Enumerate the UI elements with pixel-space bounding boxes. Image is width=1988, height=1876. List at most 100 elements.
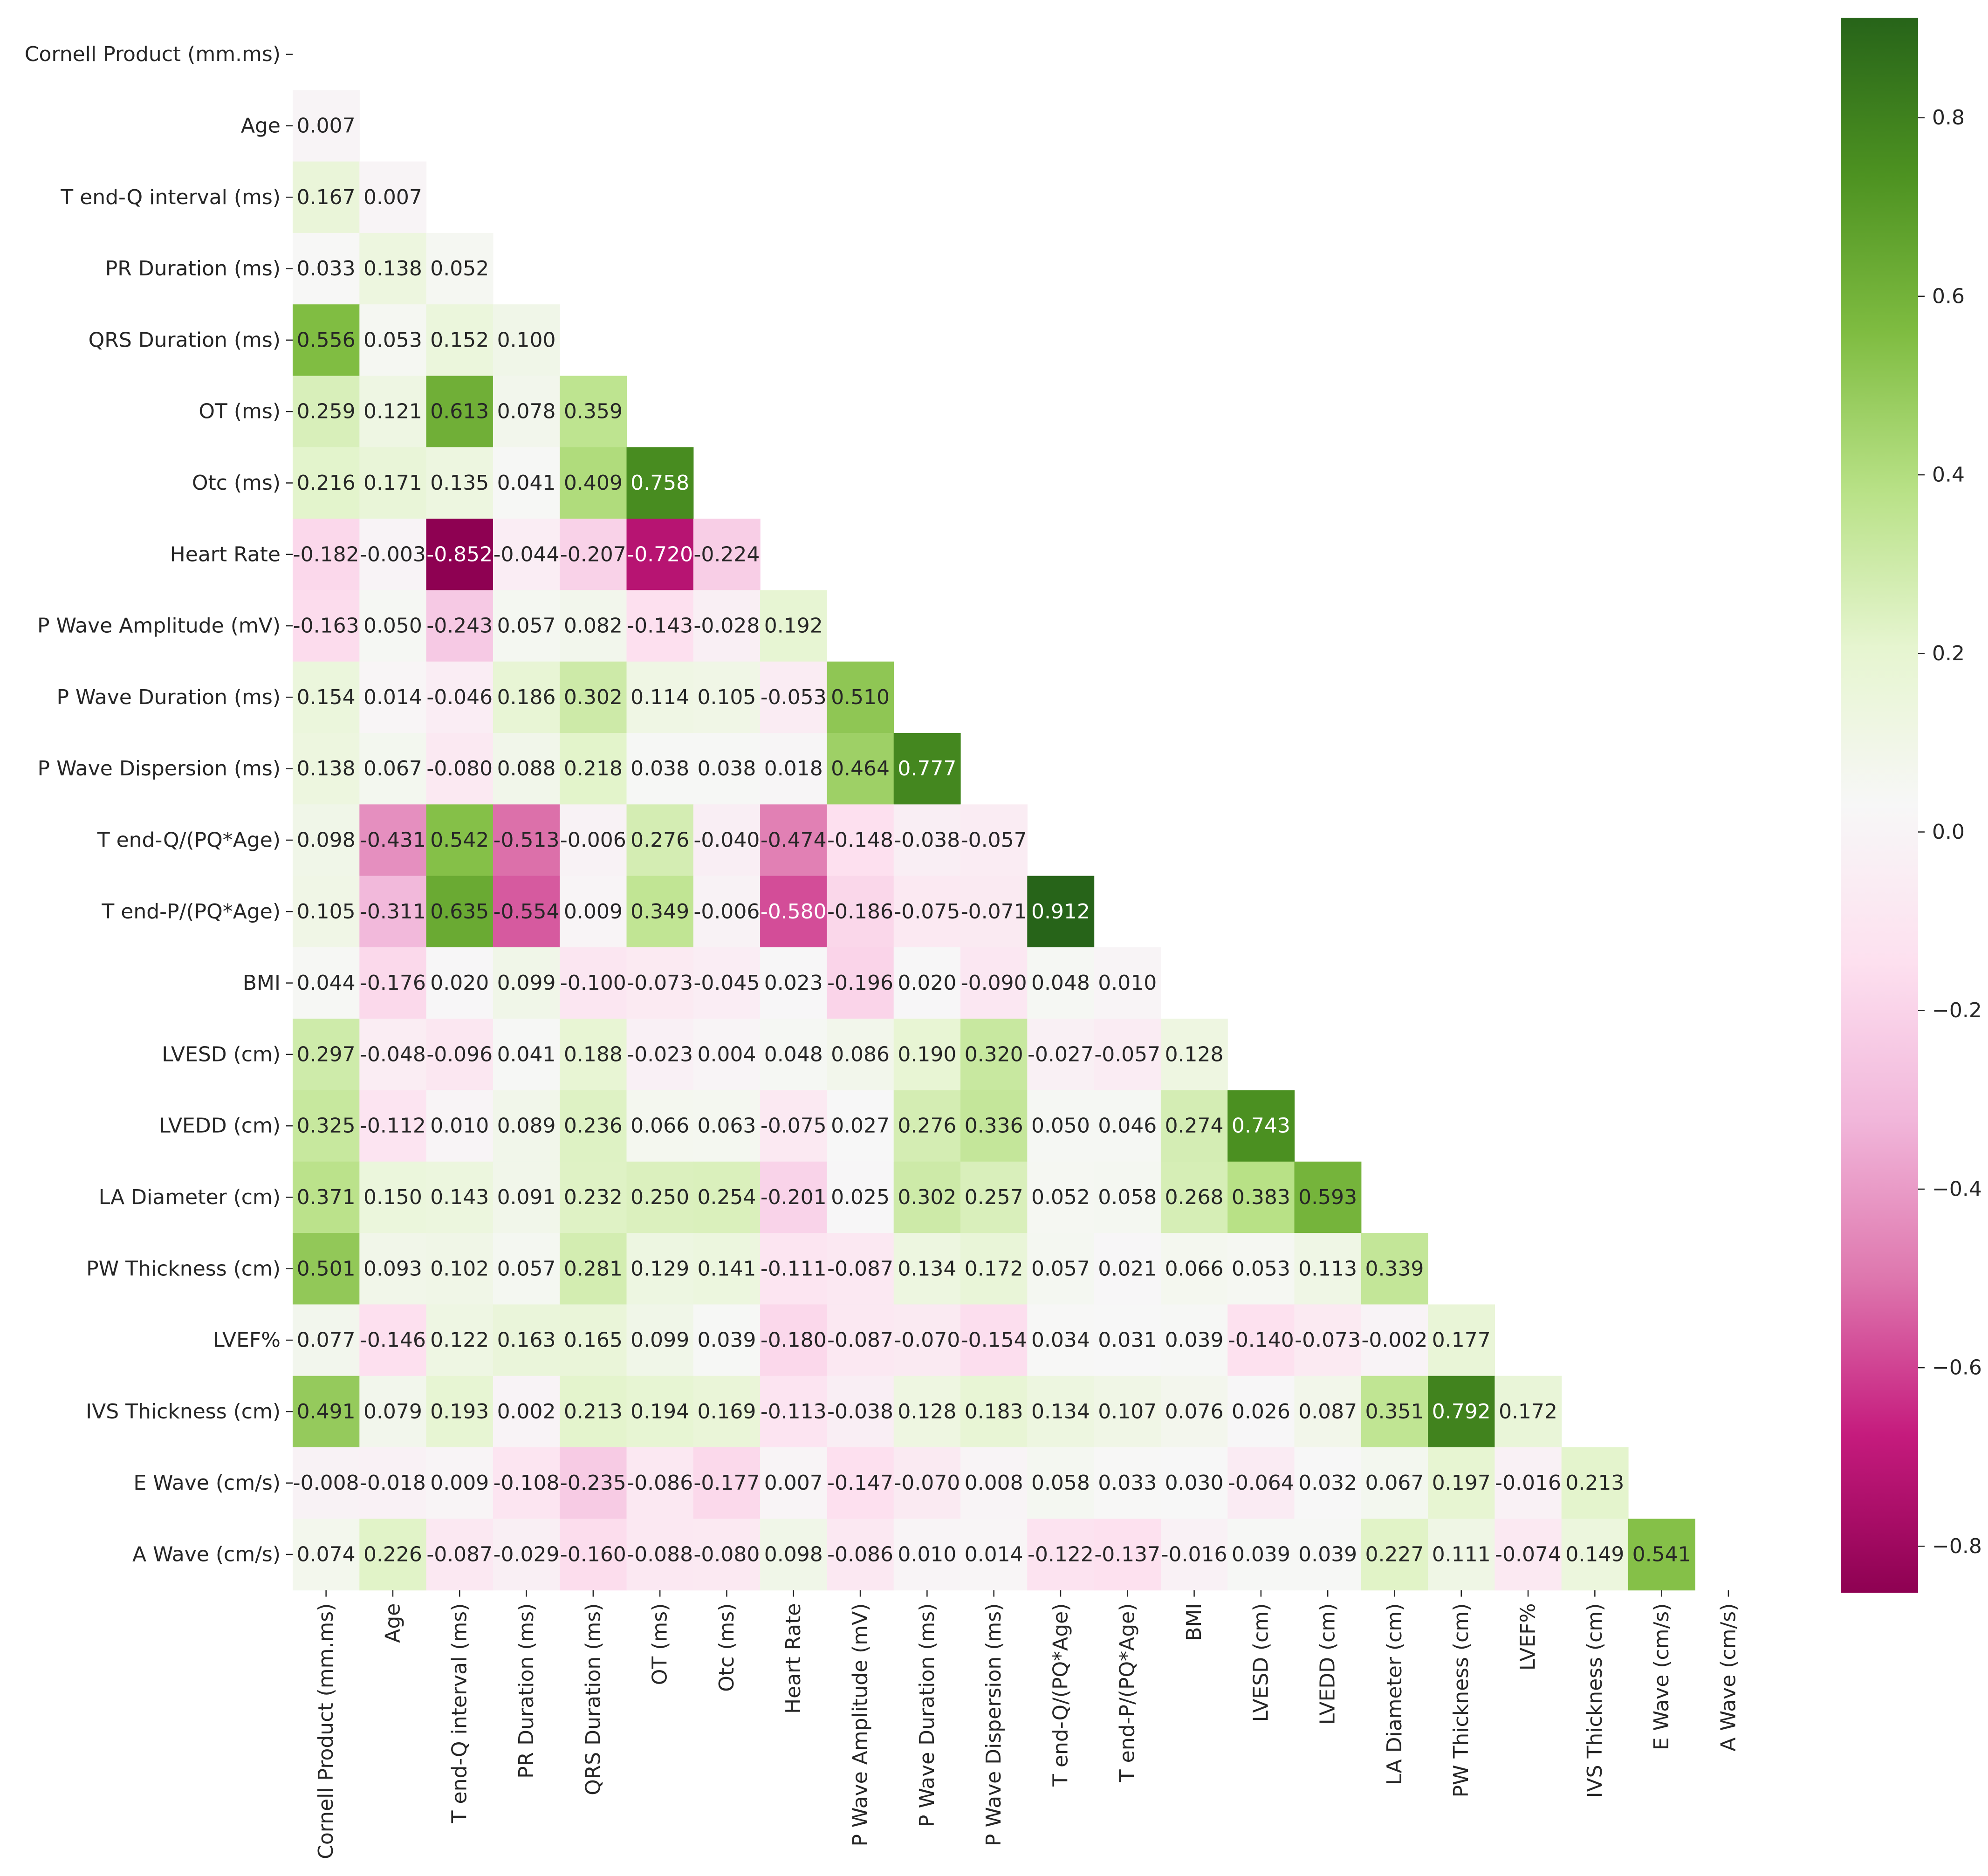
heatmap-cell bbox=[1227, 1376, 1295, 1448]
cell-value-label: 0.541 bbox=[1632, 1542, 1691, 1566]
colorbar: 0.8 0.6 0.4 0.2 0.0 −0.2 −0.4 −0.6 −0.8 bbox=[1841, 18, 1982, 1593]
cell-value-label: 0.359 bbox=[564, 400, 623, 424]
cell-value-label: -0.087 bbox=[827, 1257, 893, 1280]
y-tick-label: BMI bbox=[243, 971, 281, 995]
heatmap-cell bbox=[1160, 1376, 1228, 1448]
cell-value-label: 0.121 bbox=[363, 400, 422, 424]
cell-value-label: 0.276 bbox=[898, 1114, 956, 1138]
heatmap-cell bbox=[1227, 1447, 1295, 1519]
x-tick-label: LVEDD (cm) bbox=[1316, 1603, 1340, 1725]
x-tick-label: P Wave Duration (ms) bbox=[915, 1603, 939, 1827]
heatmap-cell bbox=[827, 1090, 894, 1162]
heatmap-cell bbox=[293, 733, 360, 805]
cell-value-label: 0.038 bbox=[631, 757, 689, 781]
heatmap-cell bbox=[960, 1161, 1028, 1233]
cell-value-label: 0.274 bbox=[1165, 1114, 1224, 1138]
heatmap-cell bbox=[293, 161, 360, 233]
cell-value-label: -0.154 bbox=[961, 1328, 1027, 1352]
cell-value-label: -0.852 bbox=[426, 542, 493, 566]
heatmap-cell bbox=[293, 1233, 360, 1305]
cell-value-label: 0.066 bbox=[631, 1114, 689, 1138]
cell-value-label: 0.098 bbox=[764, 1542, 823, 1566]
heatmap-cell bbox=[626, 447, 694, 519]
x-tick-label: E Wave (cm/s) bbox=[1650, 1603, 1673, 1751]
cell-value-label: 0.087 bbox=[1298, 1400, 1357, 1424]
heatmap-cell bbox=[693, 1161, 761, 1233]
cell-value-label: 0.038 bbox=[697, 757, 756, 781]
heatmap-cell bbox=[493, 590, 560, 662]
cell-value-label: 0.134 bbox=[1031, 1400, 1090, 1424]
cell-value-label: -0.038 bbox=[894, 828, 960, 852]
y-tick-label: QRS Duration (ms) bbox=[89, 328, 281, 352]
cell-value-label: 0.556 bbox=[297, 328, 356, 352]
x-tick-label: P Wave Dispersion (ms) bbox=[982, 1603, 1006, 1846]
cell-value-label: 0.082 bbox=[564, 614, 623, 638]
cell-value-label: 0.336 bbox=[965, 1114, 1023, 1138]
cell-value-label: 0.464 bbox=[831, 757, 890, 781]
cell-value-label: 0.050 bbox=[363, 614, 422, 638]
heatmap-cell bbox=[1561, 1519, 1629, 1591]
heatmap-cell bbox=[359, 876, 427, 948]
heatmap-cell bbox=[827, 1161, 894, 1233]
y-tick-label: P Wave Dispersion (ms) bbox=[38, 757, 281, 781]
heatmap-cell bbox=[760, 804, 827, 876]
cell-value-label: 0.002 bbox=[497, 1400, 556, 1424]
heatmap-cell bbox=[359, 447, 427, 519]
heatmap-cell bbox=[626, 661, 694, 733]
colorbar-gradient bbox=[1841, 18, 1918, 1593]
x-tick-label: P Wave Amplitude (mV) bbox=[849, 1603, 872, 1847]
heatmap-cell bbox=[1027, 1161, 1095, 1233]
colorbar-tick-label: 0.6 bbox=[1932, 284, 1965, 308]
heatmap-cell bbox=[626, 947, 694, 1019]
heatmap-cell bbox=[626, 519, 694, 590]
heatmap-cell bbox=[426, 804, 494, 876]
heatmap-cell bbox=[827, 804, 894, 876]
heatmap-cell bbox=[893, 1233, 961, 1305]
cell-value-label: 0.010 bbox=[1098, 971, 1157, 995]
cell-value-label: -0.235 bbox=[560, 1471, 626, 1495]
heatmap-cell bbox=[827, 733, 894, 805]
heatmap-cell bbox=[560, 876, 627, 948]
cell-value-label: 0.254 bbox=[697, 1185, 756, 1209]
x-tick-label: LA Diameter (cm) bbox=[1383, 1603, 1406, 1785]
heatmap-cell bbox=[626, 733, 694, 805]
cell-value-label: 0.218 bbox=[564, 757, 623, 781]
heatmap-cell bbox=[426, 1090, 494, 1162]
heatmap-cell bbox=[1160, 1304, 1228, 1376]
heatmap-cell bbox=[1094, 1090, 1161, 1162]
cell-value-label: -0.201 bbox=[761, 1185, 827, 1209]
cell-value-label: 0.138 bbox=[297, 757, 356, 781]
heatmap-cell bbox=[293, 876, 360, 948]
cell-value-label: 0.033 bbox=[297, 257, 356, 281]
y-tick-label: PW Thickness (cm) bbox=[86, 1257, 281, 1280]
heatmap-cell bbox=[1027, 1519, 1095, 1591]
heatmap-cell bbox=[760, 590, 827, 662]
cell-value-label: 0.259 bbox=[297, 400, 356, 424]
heatmap-cell bbox=[426, 519, 494, 590]
heatmap-cell bbox=[626, 804, 694, 876]
heatmap-cell bbox=[359, 1376, 427, 1448]
heatmap-cell bbox=[760, 1233, 827, 1305]
y-tick-label: LA Diameter (cm) bbox=[99, 1185, 281, 1209]
heatmap-cell bbox=[560, 1376, 627, 1448]
heatmap-cell bbox=[493, 1376, 560, 1448]
heatmap-cell bbox=[1361, 1233, 1428, 1305]
heatmap-cell bbox=[493, 1161, 560, 1233]
cell-value-label: -0.137 bbox=[1094, 1542, 1160, 1566]
y-tick-label: P Wave Amplitude (mV) bbox=[37, 614, 281, 638]
x-tick-label: QRS Duration (ms) bbox=[581, 1603, 605, 1795]
cell-value-label: 0.276 bbox=[631, 828, 689, 852]
heatmap-cell bbox=[827, 1519, 894, 1591]
cell-value-label: -0.073 bbox=[1295, 1328, 1361, 1352]
heatmap-cell bbox=[1294, 1161, 1362, 1233]
cell-value-label: -0.016 bbox=[1495, 1471, 1561, 1495]
heatmap-cell bbox=[626, 1019, 694, 1091]
heatmap-cell bbox=[827, 876, 894, 948]
y-tick-label: LVESD (cm) bbox=[162, 1042, 281, 1066]
heatmap-cell bbox=[1561, 1447, 1629, 1519]
cell-value-label: 0.098 bbox=[297, 828, 356, 852]
x-tick-label: LVEF% bbox=[1516, 1603, 1540, 1671]
cell-value-label: -0.513 bbox=[494, 828, 560, 852]
heatmap-cell bbox=[493, 733, 560, 805]
